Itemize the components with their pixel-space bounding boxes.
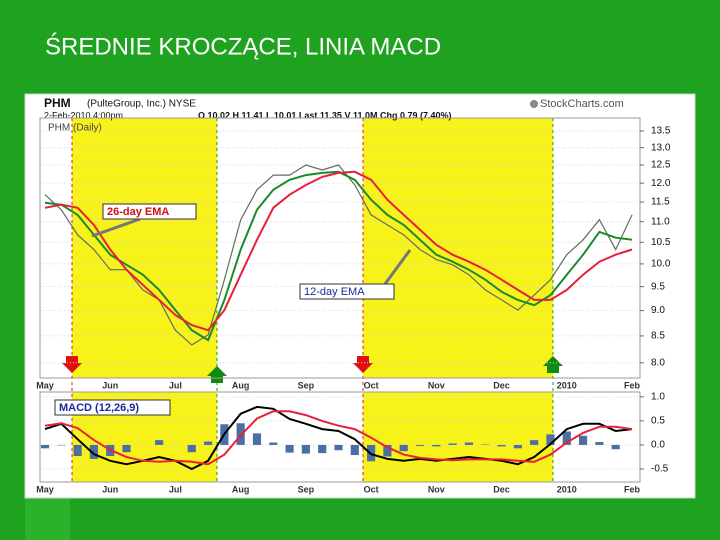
y-tick-label: 10.0 (651, 259, 671, 270)
signal-lines (71, 118, 554, 482)
histogram-bar (448, 443, 457, 445)
annotation-box (299, 283, 395, 300)
x-tick-label: Oct (364, 380, 379, 390)
histogram-bar (464, 442, 474, 445)
x-tick-label: Dec (493, 380, 510, 390)
histogram-bar (579, 435, 588, 445)
series-line (44, 170, 633, 332)
histogram-bar (187, 444, 196, 453)
series-line (44, 164, 633, 346)
y-tick-label: 13.0 (651, 142, 671, 153)
axes: 13.5 13.0 12.5 12.0 11.5 11.0 10.5 10.0 9.5 9.0 8.… (36, 117, 671, 494)
decor (25, 495, 70, 540)
plot-border (39, 391, 641, 483)
date: 2-Feb-2010 4:00pm (44, 110, 123, 120)
buy-arrow (207, 366, 227, 383)
y-tick-label: -0.5 (651, 464, 669, 475)
y-tick-label: 13.5 (651, 126, 671, 137)
y-tick-label: 9.5 (651, 281, 665, 292)
y-tick-label: 0.0 (651, 440, 665, 451)
plot (40, 130, 640, 471)
annotation: 26-day EMA (107, 206, 169, 218)
x-tick-label: Jun (102, 380, 118, 390)
histogram-bar (350, 444, 359, 456)
histogram-bar (203, 441, 213, 445)
histogram-bar (89, 444, 98, 459)
x-tick-label: Feb (624, 380, 641, 390)
pointer (383, 249, 412, 285)
x-tick-label: Jul (169, 484, 182, 494)
histogram-bar (301, 444, 310, 454)
y-tick-label: 0.5 (651, 416, 665, 427)
histogram-bar (285, 444, 294, 453)
annotation: 12-day EMA (304, 286, 365, 298)
histogram-bar (122, 444, 131, 453)
histogram-bar (318, 444, 327, 454)
x-tick-label: 2010 (557, 380, 577, 390)
histogram-bar (611, 444, 620, 450)
y-tick-label: 1.0 (651, 391, 665, 402)
x-tick-label: Nov (428, 380, 445, 390)
histogram-bar (399, 444, 408, 452)
annotation-box (102, 203, 197, 220)
company: (PulteGroup, Inc.) NYSE (87, 99, 196, 110)
x-tick-label: Sep (298, 380, 315, 390)
histogram-bar (562, 431, 571, 445)
quote: O 10.02 H 11.41 L 10.01 Last 11.35 V 11.… (198, 110, 452, 120)
symbol: PHM (44, 96, 71, 110)
panel-label: PHM (Daily) (48, 123, 102, 134)
sell-arrow (353, 356, 373, 373)
sell-arrow (62, 356, 82, 373)
highlight-band (72, 118, 217, 378)
histogram-bar (513, 444, 522, 449)
y-tick-label: 11.0 (651, 216, 670, 227)
x-tick-label: 2010 (557, 484, 577, 494)
histogram-bar (546, 434, 555, 445)
histogram-bar (334, 444, 343, 451)
y-tick-label: 10.5 (651, 237, 671, 248)
plot-border (39, 117, 641, 379)
x-tick-label: Nov (428, 484, 445, 494)
y-tick-label: 9.0 (651, 305, 665, 316)
y-tick-label: 12.5 (651, 160, 671, 171)
x-tick-label: Jun (102, 484, 118, 494)
panel-label: MACD (12,26,9) (59, 402, 139, 414)
highlight-band (363, 118, 553, 378)
histogram-bar (252, 433, 262, 445)
x-tick-label: May (36, 484, 54, 494)
histogram-bar (595, 442, 604, 445)
histogram-bar (40, 444, 50, 449)
x-tick-label: Jul (169, 380, 182, 390)
x-tick-label: Aug (232, 484, 250, 494)
x-tick-label: Aug (232, 380, 250, 390)
y-tick-label: 11.5 (651, 197, 670, 208)
x-tick-label: Sep (298, 484, 315, 494)
series-line (44, 170, 633, 342)
y-tick-label: 12.0 (651, 178, 671, 189)
pointer (91, 217, 141, 238)
histogram-bar (530, 440, 539, 445)
logo (530, 100, 538, 108)
y-tick-label: 8.5 (651, 331, 665, 342)
x-tick-label: May (36, 380, 54, 390)
histogram-bar (73, 444, 82, 457)
histogram-bar (415, 444, 425, 446)
panel-label-box (54, 399, 171, 416)
highlight-band (363, 392, 553, 482)
histogram-bar (432, 444, 441, 447)
buy-arrow (543, 356, 563, 373)
x-tick-label: Feb (624, 484, 641, 494)
histogram-bar (155, 440, 164, 445)
series-line (44, 410, 633, 466)
histogram-bar (383, 444, 392, 457)
x-tick-label: Dec (493, 484, 510, 494)
source: StockCharts.com (540, 98, 624, 110)
x-tick-label: Oct (364, 484, 379, 494)
slide-title: ŚREDNIE KROCZĄCE, LINIA MACD (45, 32, 441, 60)
histogram-bar (269, 442, 278, 445)
histogram-bar (497, 444, 506, 447)
y-tick-label: 8.0 (651, 357, 665, 368)
